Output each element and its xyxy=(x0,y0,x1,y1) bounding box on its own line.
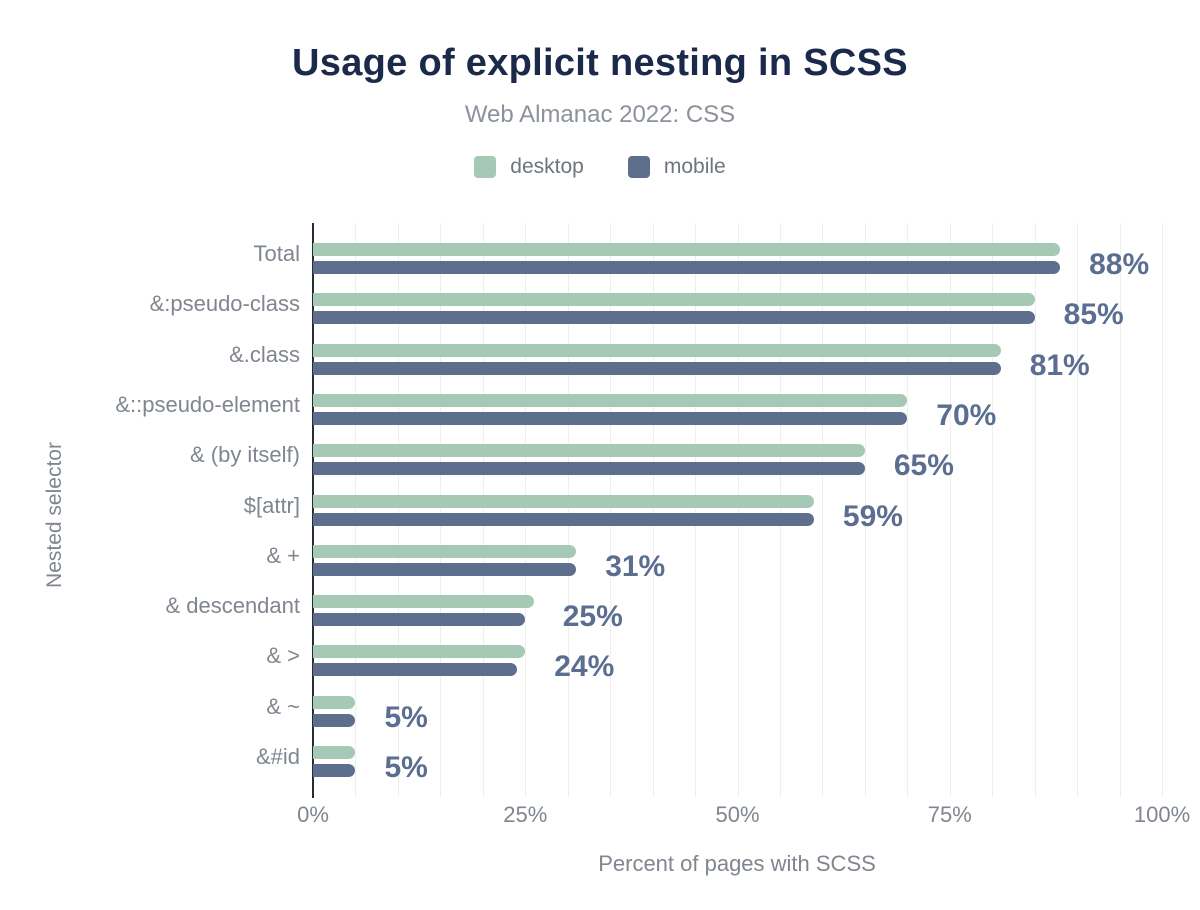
gridline xyxy=(567,223,569,797)
x-tick-label: 0% xyxy=(297,802,329,827)
gridline xyxy=(440,223,442,797)
gridline xyxy=(525,223,527,797)
category-label: & > xyxy=(266,643,300,669)
gridline xyxy=(992,223,994,797)
category-label: Total xyxy=(253,241,300,266)
gridline xyxy=(822,223,824,797)
x-tick-label: 25% xyxy=(503,802,548,827)
value-label: 70% xyxy=(936,398,997,432)
legend-label-mobile: mobile xyxy=(663,155,726,178)
legend: desktop mobile xyxy=(0,155,1200,179)
legend-label-desktop: desktop xyxy=(510,155,584,178)
category-label: &.class xyxy=(229,341,300,367)
bar-desktop xyxy=(313,243,1061,256)
x-tick-label: 75% xyxy=(927,802,972,827)
bar-mobile xyxy=(313,562,577,576)
bar-desktop xyxy=(313,595,534,609)
category-label: &#id xyxy=(255,744,300,769)
gridline xyxy=(610,223,612,797)
bar-mobile xyxy=(313,361,1001,375)
gridline xyxy=(397,223,399,797)
gridline xyxy=(907,223,909,797)
bar-desktop xyxy=(313,393,908,407)
legend-item-desktop[interactable]: desktop xyxy=(474,155,584,179)
gridline xyxy=(949,223,951,797)
x-tick-label: 100% xyxy=(1133,802,1191,827)
bar-mobile xyxy=(313,512,814,526)
bar-desktop xyxy=(313,293,1035,307)
gridline xyxy=(1034,223,1036,797)
value-label: 24% xyxy=(554,650,615,684)
gridline xyxy=(1077,223,1079,797)
bar-desktop xyxy=(313,746,356,759)
bar-desktop xyxy=(313,444,865,458)
bar-desktop xyxy=(313,544,577,558)
value-label: 81% xyxy=(1029,348,1090,382)
chart-subtitle: Web Almanac 2022: CSS xyxy=(464,101,736,128)
category-label: &:pseudo-class xyxy=(149,291,300,317)
bar-mobile xyxy=(313,261,1061,274)
value-label: 31% xyxy=(605,549,666,583)
category-label: &::pseudo-element xyxy=(115,391,300,417)
gridline xyxy=(1162,223,1163,797)
gridline xyxy=(779,223,781,797)
category-label: & + xyxy=(266,542,300,568)
value-label: 59% xyxy=(842,499,903,533)
value-label: 88% xyxy=(1089,248,1150,281)
legend-item-mobile[interactable]: mobile xyxy=(627,155,726,179)
gridline xyxy=(864,223,866,797)
gridline xyxy=(695,223,697,797)
gridline xyxy=(482,223,484,797)
x-tick-label: 50% xyxy=(715,802,760,827)
gridline xyxy=(652,223,654,797)
bar-mobile xyxy=(313,764,356,777)
desktop-legend-swatch-icon xyxy=(474,156,497,178)
gridline xyxy=(355,223,357,797)
bar-mobile xyxy=(313,411,908,425)
category-label: & (by itself) xyxy=(189,442,300,468)
category-label: $[attr] xyxy=(243,492,300,518)
y-axis-line xyxy=(312,223,314,798)
bar-desktop xyxy=(313,645,526,659)
bar-desktop xyxy=(313,695,356,709)
bar-desktop xyxy=(313,494,814,508)
bar-mobile xyxy=(313,713,356,727)
bar-desktop xyxy=(313,343,1001,357)
chart-title: Usage of explicit nesting in SCSS xyxy=(292,42,908,84)
value-label: 65% xyxy=(893,449,954,483)
value-label: 5% xyxy=(384,751,428,784)
gridline xyxy=(1119,223,1121,797)
gridline xyxy=(737,223,739,797)
bar-mobile xyxy=(313,613,526,627)
category-label: & descendant xyxy=(165,593,300,619)
bar-mobile xyxy=(313,663,517,677)
value-label: 85% xyxy=(1063,298,1124,332)
x-axis-title: Percent of pages with SCSS xyxy=(598,851,876,876)
bar-mobile xyxy=(313,462,865,476)
mobile-legend-swatch-icon xyxy=(627,156,650,178)
value-label: 5% xyxy=(384,700,428,734)
value-label: 25% xyxy=(562,600,623,634)
bar-mobile xyxy=(313,311,1035,325)
category-label: & ~ xyxy=(266,693,300,719)
